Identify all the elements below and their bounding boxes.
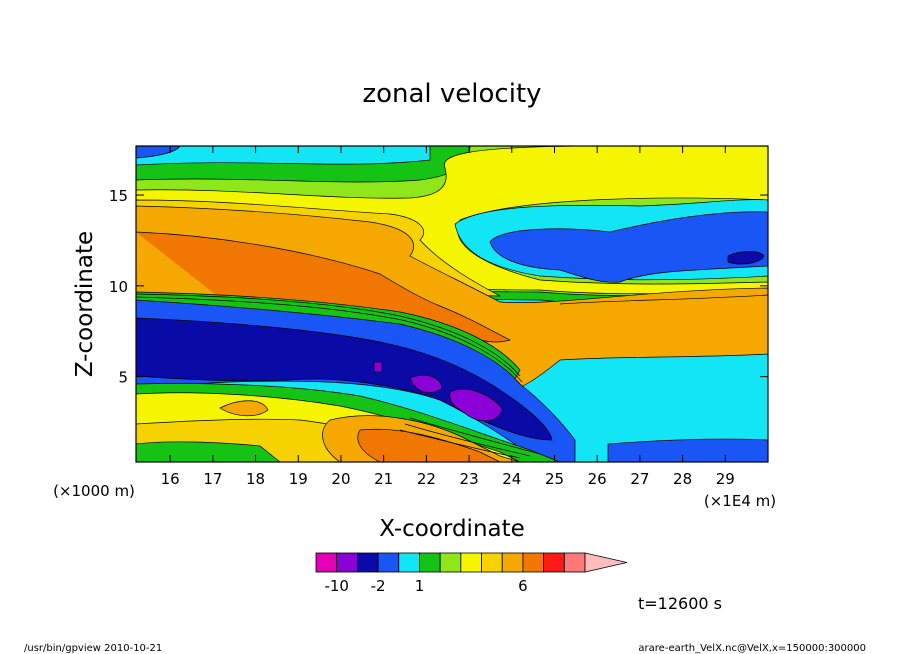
- field-purple-c: [373, 361, 383, 373]
- plot-area: [135, 145, 769, 463]
- colorbar-segment: [501, 552, 524, 573]
- footer-right: arare-earth_VelX.nc@VelX,x=150000:300000: [638, 643, 866, 654]
- colorbar-segment: [563, 552, 586, 573]
- colorbar-segment: [377, 552, 400, 573]
- field-blue-upper-right: [489, 211, 769, 283]
- colorbar-tick-label: 1: [415, 577, 425, 595]
- colorbar-segment: [356, 552, 379, 573]
- x-tick-label: 25: [545, 470, 564, 488]
- x-tick-label: 20: [331, 470, 350, 488]
- field-green-bottom-left: [135, 441, 281, 463]
- colorbar-segment: [398, 552, 420, 573]
- footer-left: /usr/bin/gpview 2010-10-21: [24, 643, 162, 654]
- chart-title: zonal velocity: [362, 79, 541, 109]
- y-tick-label: 5: [118, 369, 128, 387]
- x-tick-label: 18: [246, 470, 265, 488]
- x-scale-label: (×1E4 m): [704, 492, 776, 510]
- colorbar-segment: [439, 552, 462, 573]
- x-tick-label: 27: [630, 470, 649, 488]
- y-axis-label: Z-coordinate: [72, 231, 98, 377]
- colorbar-tick-label: -10: [324, 577, 349, 595]
- field-darkblue-mid: [135, 317, 553, 441]
- colorbar-segment: [460, 552, 482, 573]
- x-tick-label: 24: [502, 470, 521, 488]
- x-axis-label: X-coordinate: [379, 516, 525, 542]
- colorbar-segment: [315, 552, 338, 573]
- colorbar: -10 -2 1 6: [315, 552, 628, 595]
- colorbar-segment: [419, 552, 441, 573]
- contour-lines: [135, 293, 769, 459]
- field-purple-b: [449, 388, 503, 422]
- x-tick-label: 21: [374, 470, 393, 488]
- x-tick-label: 16: [161, 470, 180, 488]
- plot-frame: [135, 145, 769, 463]
- colorbar-tick-label: -2: [371, 577, 386, 595]
- x-tick-label: 19: [289, 470, 308, 488]
- y-axis: 5 10 15: [109, 187, 768, 387]
- x-tick-label: 28: [673, 470, 692, 488]
- colorbar-arrow: [584, 552, 628, 573]
- x-tick-label: 17: [203, 470, 222, 488]
- field-darkblue-small: [727, 251, 765, 265]
- x-tick-label: 29: [716, 470, 735, 488]
- y-scale-label: (×1000 m): [53, 482, 135, 500]
- field-purple-a: [409, 374, 443, 393]
- x-tick-label: 22: [417, 470, 436, 488]
- field-blue-lower-right: [607, 438, 769, 463]
- colorbar-segment: [336, 552, 358, 573]
- time-label: t=12600 s: [638, 594, 722, 613]
- colorbar-segment: [522, 552, 545, 573]
- y-tick-label: 15: [109, 187, 128, 205]
- x-axis: 16 17 18 19 20 21 22 23 24 25 26 27 28 29: [161, 146, 735, 488]
- x-tick-label: 26: [588, 470, 607, 488]
- colorbar-tick-label: 6: [518, 577, 528, 595]
- x-tick-label: 23: [460, 470, 479, 488]
- y-tick-label: 10: [109, 278, 128, 296]
- field-darkorange-lower: [357, 428, 501, 463]
- colorbar-segment: [543, 552, 565, 573]
- colorbar-segment: [481, 552, 503, 573]
